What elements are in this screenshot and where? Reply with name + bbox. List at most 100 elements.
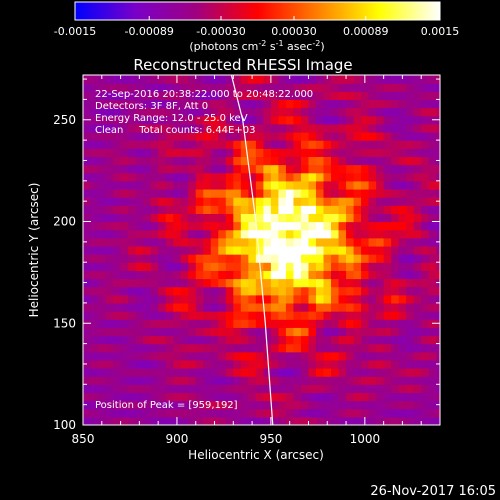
heatmap-cell — [128, 245, 137, 255]
heatmap-cell — [120, 99, 129, 109]
heatmap-cell — [143, 416, 152, 425]
heatmap-cell — [113, 205, 122, 214]
heatmap-cell — [188, 148, 197, 157]
heatmap-cell — [233, 83, 242, 92]
heatmap-cell — [233, 245, 242, 255]
heatmap-cell — [376, 83, 385, 92]
heatmap-cell — [383, 123, 392, 133]
heatmap-cell — [233, 205, 242, 214]
heatmap-cell — [278, 164, 287, 174]
heatmap-cell — [225, 376, 234, 385]
heatmap-cell — [135, 75, 144, 84]
heatmap-cell — [113, 384, 122, 394]
heatmap-cell — [263, 99, 272, 109]
heatmap-cell — [361, 327, 370, 337]
heatmap-cell — [218, 254, 227, 263]
heatmap-cell — [203, 400, 212, 410]
heatmap-cell — [233, 172, 242, 182]
heatmap-cell — [391, 148, 400, 157]
heatmap-cell — [225, 294, 234, 304]
heatmap-cell — [158, 286, 167, 296]
heatmap-cell — [263, 213, 272, 223]
heatmap-cell — [120, 335, 129, 345]
heatmap-cell — [248, 197, 257, 206]
heatmap-cell — [135, 278, 144, 288]
heatmap-cell — [263, 335, 272, 345]
heatmap-cell — [406, 294, 415, 304]
heatmap-cell — [331, 172, 340, 182]
heatmap-cell — [218, 286, 227, 296]
heatmap-cell — [300, 221, 310, 231]
heatmap-cell — [300, 197, 310, 206]
heatmap-cell — [285, 229, 295, 239]
heatmap-cell — [300, 294, 310, 304]
heatmap-cell — [346, 237, 355, 247]
heatmap-cell — [105, 172, 114, 182]
heatmap-cell — [270, 180, 280, 190]
heatmap-cell — [255, 400, 264, 410]
heatmap-cell — [240, 221, 249, 231]
heatmap-cell — [346, 83, 355, 92]
heatmap-cell — [331, 311, 340, 320]
heatmap-cell — [218, 164, 227, 174]
heatmap-cell — [180, 156, 189, 166]
heatmap-cell — [308, 359, 317, 369]
heatmap-cell — [323, 156, 332, 166]
heatmap-cell — [188, 188, 197, 198]
heatmap-cell — [300, 343, 310, 353]
heatmap-cell — [293, 270, 302, 280]
heatmap-cell — [270, 400, 280, 410]
heatmap-cell — [173, 115, 182, 125]
heatmap-cell — [308, 351, 317, 361]
heatmap-cell — [361, 408, 370, 418]
heatmap-cell — [150, 197, 159, 206]
heatmap-cell — [346, 319, 355, 328]
heatmap-cell — [120, 319, 129, 328]
heatmap-cell — [323, 351, 332, 361]
heatmap-cell — [338, 91, 347, 101]
heatmap-cell — [203, 156, 212, 166]
heatmap-cell — [83, 107, 92, 117]
heatmap-cell — [203, 140, 212, 149]
heatmap-cell — [158, 384, 167, 394]
heatmap-cell — [98, 368, 107, 377]
heatmap-cell — [105, 416, 114, 425]
heatmap-cell — [135, 221, 144, 231]
heatmap-cell — [413, 83, 422, 92]
heatmap-cell — [105, 229, 114, 239]
heatmap-cell — [105, 311, 114, 320]
heatmap-cell — [315, 416, 325, 425]
heatmap-cell — [233, 343, 242, 353]
heatmap-cell — [98, 286, 107, 296]
heatmap-cell — [210, 384, 219, 394]
heatmap-cell — [315, 205, 325, 214]
heatmap-cell — [188, 302, 197, 312]
heatmap-cell — [173, 245, 182, 255]
heatmap-cell — [346, 408, 355, 418]
heatmap-cell — [361, 156, 370, 166]
heatmap-cell — [113, 123, 122, 133]
heatmap-cell — [135, 408, 144, 418]
heatmap-cell — [413, 221, 422, 231]
heatmap-cell — [383, 392, 392, 402]
heatmap-cell — [413, 416, 422, 425]
heatmap-cell — [300, 254, 310, 263]
heatmap-cell — [233, 148, 242, 157]
heatmap-cell — [413, 180, 422, 190]
heatmap-cell — [353, 188, 362, 198]
heatmap-cell — [406, 392, 415, 402]
annotation-peak: Position of Peak = [959,192] — [95, 400, 238, 411]
heatmap-cell — [353, 245, 362, 255]
heatmap-cell — [195, 311, 204, 320]
heatmap-cell — [225, 400, 234, 410]
heatmap-cell — [203, 172, 212, 182]
heatmap-cell — [346, 221, 355, 231]
heatmap-cell — [240, 408, 249, 418]
heatmap-cell — [90, 278, 99, 288]
heatmap-cell — [346, 343, 355, 353]
heatmap-cell — [188, 123, 197, 133]
heatmap-cell — [210, 148, 219, 157]
heatmap-cell — [188, 221, 197, 231]
heatmap-cell — [150, 237, 159, 247]
heatmap-cell — [113, 99, 122, 109]
